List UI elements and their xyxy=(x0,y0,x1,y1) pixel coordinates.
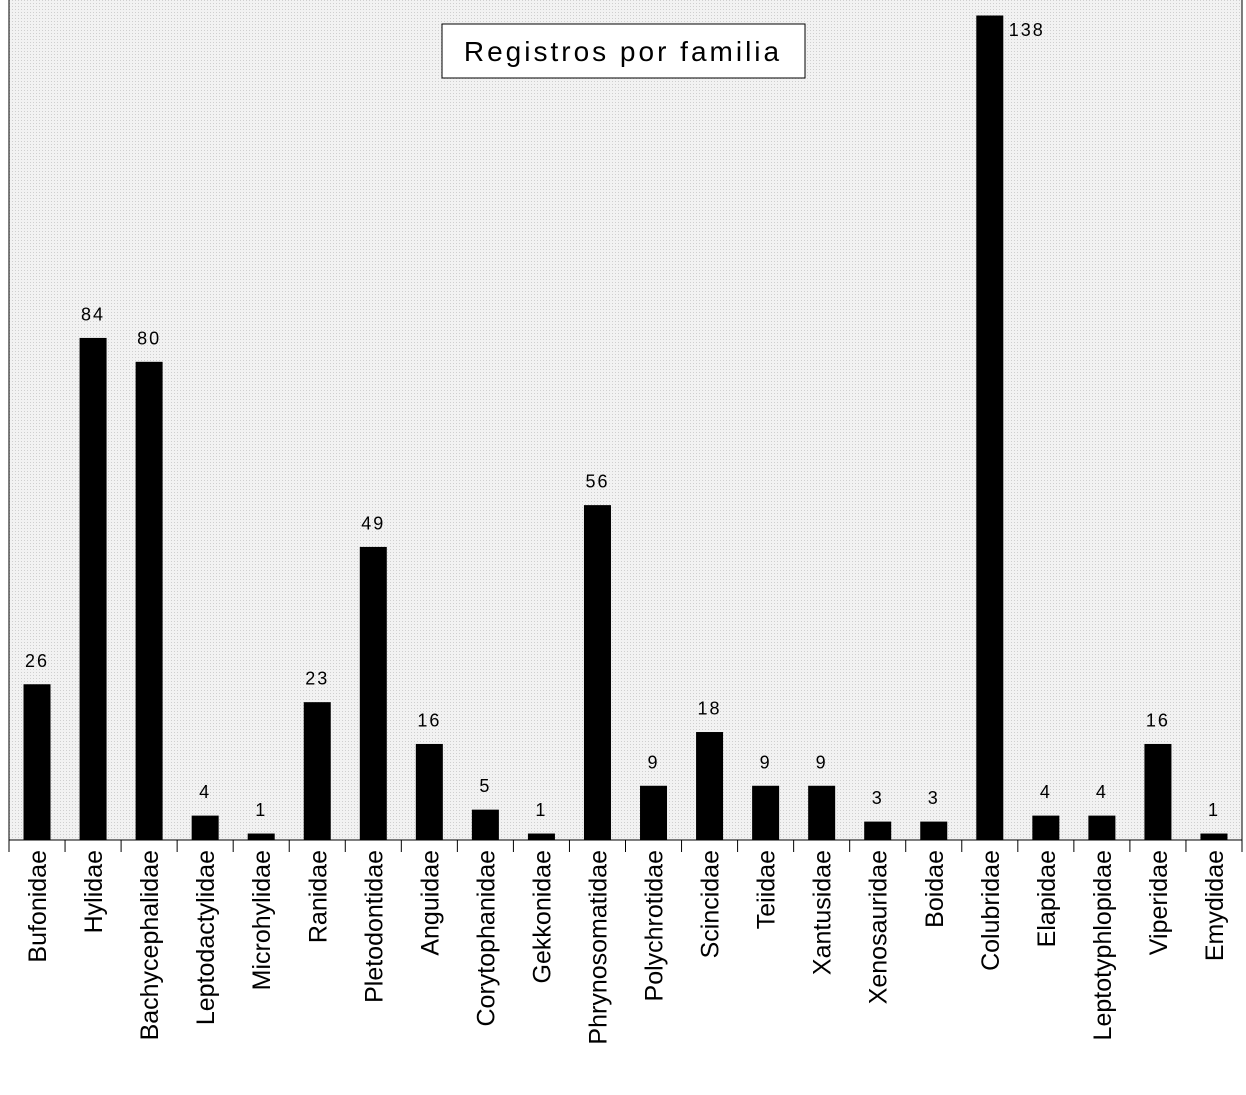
bar-bachycephalidae xyxy=(135,361,163,841)
category-label-bachycephalidae: Bachycephalidae xyxy=(136,850,164,1040)
value-label-leptotyphlopidae: 4 xyxy=(1096,782,1108,802)
data-labels: 26 84 80 4 1 23 49 16 5 1 56 9 18 9 9 3 3 138 4 4 16 1 xyxy=(25,20,1220,820)
category-label-viperidae: Viperidae xyxy=(1145,850,1173,955)
category-label-ranidae: Ranidae xyxy=(304,850,332,943)
value-label-bufonidae: 26 xyxy=(25,651,49,671)
category-label-emydidae: Emydidae xyxy=(1201,850,1229,961)
category-label-anguidae: Anguidae xyxy=(416,850,444,956)
value-label-hylidae: 84 xyxy=(81,304,105,324)
category-label-bufonidae: Bufonidae xyxy=(24,850,52,963)
bar-boidae xyxy=(920,821,948,841)
plot-area xyxy=(9,0,1242,840)
bar-gekkonidae xyxy=(527,833,555,841)
bar-leptodactylidae xyxy=(191,815,219,841)
category-label-gekkonidae: Gekkonidae xyxy=(528,850,556,983)
value-label-bachycephalidae: 80 xyxy=(137,328,161,348)
value-label-ranidae: 23 xyxy=(305,669,329,689)
category-label-phrynosomatidae: Phrynosomatidae xyxy=(584,850,612,1045)
category-label-xenosauridae: Xenosauridae xyxy=(865,850,893,1004)
value-label-anguidae: 16 xyxy=(417,710,441,730)
value-label-leptodactylidae: 4 xyxy=(199,782,211,802)
bar-viperidae xyxy=(1144,743,1172,841)
category-label-leptodactylidae: Leptodactylidae xyxy=(192,850,220,1025)
category-label-boidae: Boidae xyxy=(921,850,949,928)
value-label-gekkonidae: 1 xyxy=(535,800,547,820)
bar-ranidae xyxy=(303,702,331,841)
bar-elapidae xyxy=(1032,815,1060,841)
bar-corytophanidae xyxy=(471,809,499,841)
category-label-scincidae: Scincidae xyxy=(697,850,725,958)
bar-colubridae xyxy=(976,15,1004,841)
value-label-corytophanidae: 5 xyxy=(479,776,491,796)
category-label-leptotyphlopidae: Leptotyphlopidae xyxy=(1089,850,1117,1040)
category-label-xantusidae: Xantusidae xyxy=(809,850,837,975)
value-label-scincidae: 18 xyxy=(698,699,722,719)
category-label-polychrotidae: Polychrotidae xyxy=(641,850,669,1001)
category-label-corytophanidae: Corytophanidae xyxy=(472,850,500,1027)
bar-pletodontidae xyxy=(359,546,387,841)
bar-microhylidae xyxy=(247,833,275,841)
bar-polychrotidae xyxy=(640,785,668,841)
value-label-phrynosomatidae: 56 xyxy=(585,472,609,492)
value-label-polychrotidae: 9 xyxy=(648,752,660,772)
category-label-teiidae: Teiidae xyxy=(753,850,781,929)
category-label-pletodontidae: Pletodontidae xyxy=(360,850,388,1003)
category-labels: Bufonidae Hylidae Bachycephalidae Leptodact… xyxy=(24,850,1229,1045)
category-label-colubridae: Colubridae xyxy=(977,850,1005,971)
value-label-pletodontidae: 49 xyxy=(361,513,385,533)
category-label-elapidae: Elapidae xyxy=(1033,850,1061,947)
value-label-elapidae: 4 xyxy=(1040,782,1052,802)
x-axis-ticks xyxy=(8,840,1243,852)
bar-teiidae xyxy=(752,785,780,841)
value-label-colubridae: 138 xyxy=(1009,20,1045,40)
chart-title: Registros por familia xyxy=(464,36,782,67)
category-label-hylidae: Hylidae xyxy=(80,850,108,933)
category-label-microhylidae: Microhylidae xyxy=(248,850,276,990)
bar-scincidae xyxy=(696,732,724,841)
bar-phrynosomatidae xyxy=(583,505,611,841)
chart-title-box: Registros por familia xyxy=(441,23,806,79)
value-label-xantusidae: 9 xyxy=(816,752,828,772)
bar-emydidae xyxy=(1200,833,1228,841)
bar-bufonidae xyxy=(23,684,51,841)
bar-xenosauridae xyxy=(864,821,892,841)
bar-leptotyphlopidae xyxy=(1088,815,1116,841)
bar-hylidae xyxy=(79,337,107,841)
value-label-teiidae: 9 xyxy=(760,752,772,772)
value-label-boidae: 3 xyxy=(928,788,940,808)
bars xyxy=(23,15,1228,841)
value-label-viperidae: 16 xyxy=(1146,710,1170,730)
value-label-microhylidae: 1 xyxy=(255,800,267,820)
bar-anguidae xyxy=(415,743,443,841)
bar-xantusidae xyxy=(808,785,836,841)
value-label-xenosauridae: 3 xyxy=(872,788,884,808)
value-label-emydidae: 1 xyxy=(1208,800,1220,820)
